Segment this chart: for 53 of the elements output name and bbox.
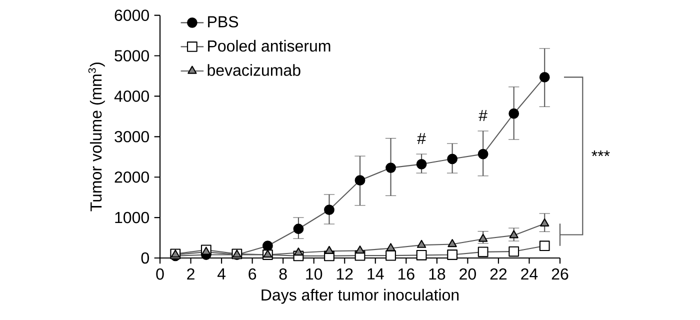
- text: ***: [592, 150, 610, 156]
- x-tick-label: 6: [248, 268, 256, 280]
- point: [478, 234, 488, 242]
- point: [540, 218, 550, 226]
- point: [355, 246, 365, 254]
- point: [416, 250, 427, 260]
- annotation: #: [478, 110, 488, 121]
- y-tick-label: 3000: [114, 131, 149, 142]
- point: [539, 240, 550, 252]
- x-tick-label: 10: [306, 268, 322, 280]
- legend-label: PBS: [208, 16, 238, 28]
- point: [478, 148, 488, 160]
- legend-label: bevacizumab: [208, 64, 300, 76]
- x-tick-label: 14: [368, 268, 384, 280]
- legend-label: Pooled antiserum: [208, 40, 330, 52]
- x-tick-label: 22: [490, 268, 507, 280]
- point: [354, 175, 366, 186]
- x-tick-label: 26: [552, 268, 568, 280]
- point: [324, 246, 334, 254]
- annotation: #: [417, 133, 426, 144]
- y-tick-label: 1000: [115, 212, 149, 224]
- point: [416, 240, 426, 248]
- point: [447, 250, 458, 260]
- x-tick-label: 8: [279, 268, 287, 280]
- x-tick-label: 0: [156, 268, 164, 280]
- x-tick-label: 16: [398, 268, 414, 280]
- point: [386, 162, 396, 173]
- point: [539, 72, 550, 82]
- point: [386, 250, 396, 261]
- y-tick-label: 6000: [114, 10, 149, 21]
- y-tick-label: 2000: [114, 171, 149, 183]
- y-tick-label: 0: [141, 252, 149, 264]
- y-tick-label: 5000: [114, 50, 149, 62]
- point: [509, 230, 518, 238]
- point: [478, 246, 488, 258]
- point: [508, 108, 520, 119]
- y-tick-label: 4000: [114, 90, 149, 102]
- x-axis-title: Days after tumor inoculation: [262, 288, 459, 304]
- x-tick-label: 24: [521, 268, 538, 280]
- point: [448, 239, 457, 248]
- x-tick-label: 20: [460, 268, 476, 280]
- x-tick-label: 18: [429, 268, 446, 280]
- x-tick-label: 12: [336, 268, 353, 280]
- point: [293, 224, 304, 234]
- point: [447, 154, 458, 164]
- y-axis-title: Tumor volume (mm$^{3}$): [88, 62, 105, 212]
- point: [416, 158, 427, 170]
- x-tick-label: 2: [187, 268, 194, 280]
- point: [386, 243, 396, 252]
- point: [324, 204, 334, 216]
- point: [294, 248, 304, 256]
- x-tick-label: 4: [217, 268, 226, 280]
- point: [508, 246, 520, 257]
